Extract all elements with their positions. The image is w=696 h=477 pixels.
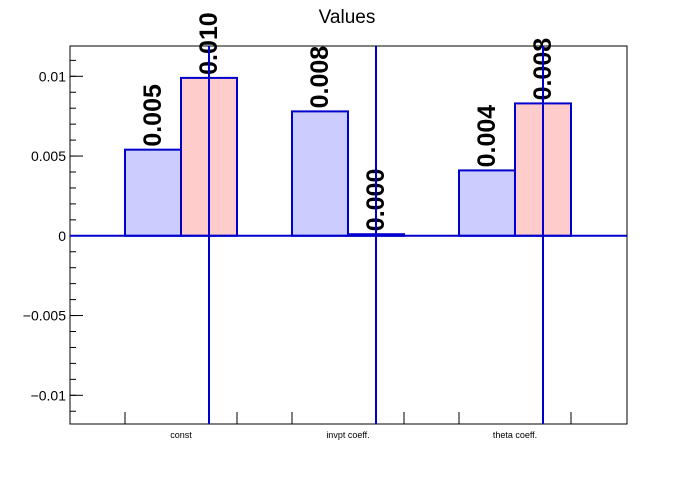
x-category-label: const [170, 430, 192, 440]
x-category-label: theta coeff. [493, 430, 537, 440]
bar [124, 148, 182, 237]
y-tick-label: −0.01 [31, 387, 67, 403]
y-tick-label: −0.005 [23, 308, 66, 324]
y-tick-label: 0 [58, 228, 66, 244]
bar [458, 169, 516, 237]
y-tick-label: 0.005 [31, 148, 66, 164]
plot-area: −0.01−0.00500.0050.010.0050.0080.0040.01… [23, 12, 628, 440]
x-category-label: invpt coeff. [326, 430, 369, 440]
y-tick-label: 0.01 [39, 68, 66, 84]
bar-value-label: 0.005 [139, 84, 167, 147]
bar-value-label: 0.008 [306, 46, 334, 109]
chart-title: Values [319, 7, 376, 28]
bar [291, 110, 349, 237]
bar-value-label: 0.004 [473, 105, 501, 168]
